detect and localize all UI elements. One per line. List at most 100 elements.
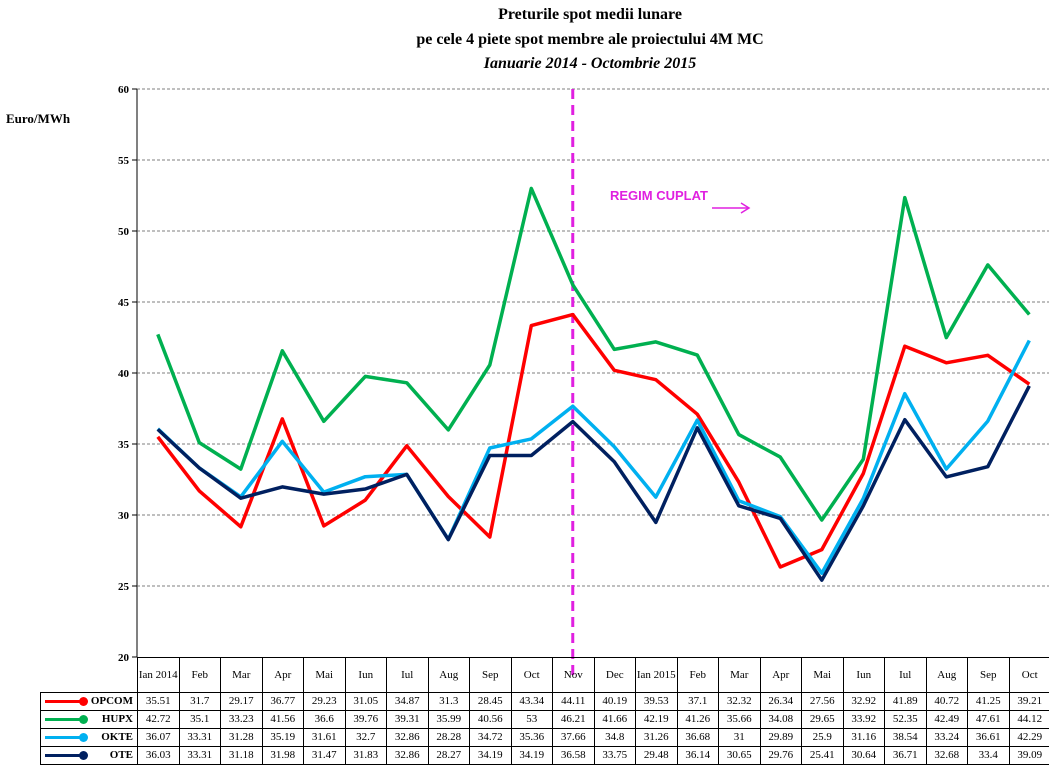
table-value: 33.31 bbox=[178, 728, 221, 747]
legend-entry: OTE bbox=[40, 746, 138, 765]
table-value: 36.07 bbox=[137, 728, 180, 747]
table-value: 39.31 bbox=[386, 710, 429, 729]
table-value: 29.23 bbox=[303, 692, 346, 711]
table-value: 42.29 bbox=[1008, 728, 1049, 747]
table-value: 31.83 bbox=[344, 746, 387, 765]
table-value: 39.53 bbox=[635, 692, 678, 711]
table-value: 34.08 bbox=[759, 710, 802, 729]
series-line bbox=[156, 186, 1031, 522]
table-value: 25.9 bbox=[801, 728, 844, 747]
table-value: 29.48 bbox=[635, 746, 678, 765]
table-value: 29.89 bbox=[759, 728, 802, 747]
x-tick-label: Sep bbox=[967, 657, 1010, 693]
table-value: 40.72 bbox=[925, 692, 968, 711]
x-tick-label: Iun bbox=[842, 657, 885, 693]
legend-label: OKTE bbox=[101, 731, 133, 743]
table-value: 40.56 bbox=[469, 710, 512, 729]
x-tick-label: Nov bbox=[552, 657, 595, 693]
table-value: 39.09 bbox=[1008, 746, 1049, 765]
table-value: 35.19 bbox=[261, 728, 304, 747]
table-value: 30.65 bbox=[718, 746, 761, 765]
table-value: 37.66 bbox=[552, 728, 595, 747]
table-value: 34.19 bbox=[510, 746, 553, 765]
y-axis-label: Euro/MWh bbox=[6, 111, 71, 126]
table-value: 32.68 bbox=[925, 746, 968, 765]
table-value: 26.34 bbox=[759, 692, 802, 711]
table-value: 39.21 bbox=[1008, 692, 1049, 711]
legend-entry: HUPX bbox=[40, 710, 138, 729]
y-tick-label: 60 bbox=[118, 84, 130, 96]
legend-marker bbox=[79, 697, 88, 706]
table-value: 31.3 bbox=[427, 692, 470, 711]
y-tick-label: 55 bbox=[118, 155, 130, 167]
table-value: 29.65 bbox=[801, 710, 844, 729]
x-tick-label: Oct bbox=[1008, 657, 1049, 693]
legend-key bbox=[45, 718, 85, 721]
table-value: 30.64 bbox=[842, 746, 885, 765]
y-tick-label: 45 bbox=[118, 297, 130, 309]
table-value: 40.19 bbox=[593, 692, 636, 711]
y-tick-label: 25 bbox=[118, 581, 130, 593]
x-tick-label: Iul bbox=[884, 657, 927, 693]
table-value: 38.54 bbox=[884, 728, 927, 747]
x-tick-label: Feb bbox=[178, 657, 221, 693]
y-tick-label: 40 bbox=[118, 368, 130, 380]
y-tick-label: 35 bbox=[118, 439, 130, 451]
table-value: 32.86 bbox=[386, 728, 429, 747]
x-tick-label: Apr bbox=[261, 657, 304, 693]
chart-title: Preturile spot medii lunare bbox=[498, 6, 682, 23]
table-value: 35.51 bbox=[137, 692, 180, 711]
table-value: 33.23 bbox=[220, 710, 263, 729]
table-value: 53 bbox=[510, 710, 553, 729]
table-value: 41.25 bbox=[967, 692, 1010, 711]
table-value: 32.92 bbox=[842, 692, 885, 711]
x-tick-label: Mai bbox=[801, 657, 844, 693]
legend-key bbox=[45, 736, 85, 739]
legend-entry: OPCOM bbox=[40, 692, 138, 711]
table-value: 46.21 bbox=[552, 710, 595, 729]
table-value: 35.99 bbox=[427, 710, 470, 729]
table-value: 31.05 bbox=[344, 692, 387, 711]
annotation: REGIM CUPLAT bbox=[610, 188, 708, 203]
x-tick-label: Aug bbox=[427, 657, 470, 693]
table-value: 31.61 bbox=[303, 728, 346, 747]
x-tick-label: Mar bbox=[220, 657, 263, 693]
table-value: 31.98 bbox=[261, 746, 304, 765]
legend-marker bbox=[79, 733, 88, 742]
table-value: 41.89 bbox=[884, 692, 927, 711]
y-tick-label: 30 bbox=[118, 510, 130, 522]
table-value: 35.1 bbox=[178, 710, 221, 729]
table-value: 32.32 bbox=[718, 692, 761, 711]
table-value: 52.35 bbox=[884, 710, 927, 729]
table-value: 31.7 bbox=[178, 692, 221, 711]
table-value: 31.26 bbox=[635, 728, 678, 747]
x-tick-label: Sep bbox=[469, 657, 512, 693]
x-tick-label: Mar bbox=[718, 657, 761, 693]
legend-key bbox=[45, 754, 85, 757]
table-value: 34.8 bbox=[593, 728, 636, 747]
table-value: 35.36 bbox=[510, 728, 553, 747]
table-value: 34.19 bbox=[469, 746, 512, 765]
legend-label: HUPX bbox=[101, 713, 133, 725]
table-value: 42.19 bbox=[635, 710, 678, 729]
table-value: 44.11 bbox=[552, 692, 595, 711]
table-value: 25.41 bbox=[801, 746, 844, 765]
table-value: 36.03 bbox=[137, 746, 180, 765]
chart-period: Ianuarie 2014 - Octombrie 2015 bbox=[483, 55, 696, 72]
legend-label: OTE bbox=[109, 749, 133, 761]
table-value: 33.92 bbox=[842, 710, 885, 729]
x-tick-label: Ian 2015 bbox=[635, 657, 678, 693]
table-value: 33.24 bbox=[925, 728, 968, 747]
legend-marker bbox=[79, 751, 88, 760]
table-value: 31.16 bbox=[842, 728, 885, 747]
table-value: 36.68 bbox=[676, 728, 719, 747]
legend-label: OPCOM bbox=[90, 695, 133, 707]
legend-marker bbox=[79, 715, 88, 724]
table-value: 27.56 bbox=[801, 692, 844, 711]
table-value: 33.31 bbox=[178, 746, 221, 765]
table-value: 34.87 bbox=[386, 692, 429, 711]
table-value: 31.18 bbox=[220, 746, 263, 765]
table-value: 33.75 bbox=[593, 746, 636, 765]
x-tick-label: Aug bbox=[925, 657, 968, 693]
